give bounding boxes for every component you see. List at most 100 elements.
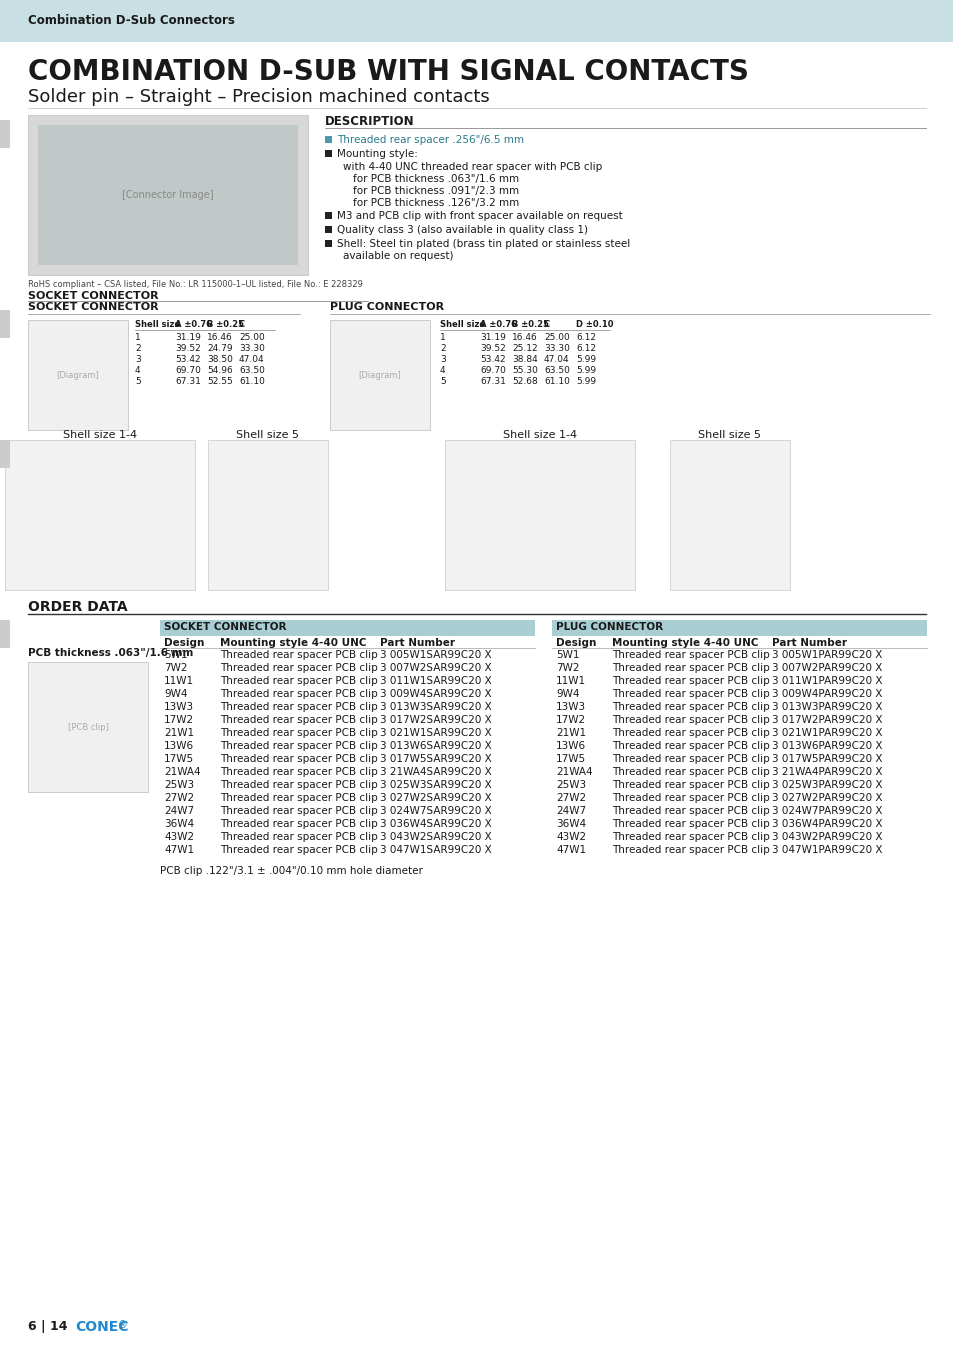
Text: 61.10: 61.10 bbox=[543, 377, 569, 386]
Text: 36W4: 36W4 bbox=[556, 819, 585, 829]
Bar bbox=[330, 320, 430, 431]
Text: 61.10: 61.10 bbox=[239, 377, 265, 386]
Bar bbox=[325, 150, 332, 157]
Text: 24W7: 24W7 bbox=[556, 806, 585, 815]
Text: 5.99: 5.99 bbox=[576, 377, 596, 386]
Text: RoHS compliant – CSA listed, File No.: LR 115000-1–UL listed, File No.: E 228329: RoHS compliant – CSA listed, File No.: L… bbox=[28, 279, 362, 289]
Text: Threaded rear spacer PCB clip: Threaded rear spacer PCB clip bbox=[612, 649, 769, 660]
Text: Shell size 5: Shell size 5 bbox=[236, 431, 299, 440]
Text: 7W2: 7W2 bbox=[556, 663, 578, 674]
Text: 3 024W7PAR99C20 X: 3 024W7PAR99C20 X bbox=[771, 806, 882, 815]
Bar bbox=[28, 662, 148, 792]
Bar bbox=[444, 440, 635, 590]
Text: Threaded rear spacer PCB clip: Threaded rear spacer PCB clip bbox=[220, 649, 377, 660]
Text: 3 025W3PAR99C20 X: 3 025W3PAR99C20 X bbox=[771, 780, 882, 790]
Bar bbox=[0, 310, 10, 338]
Text: C: C bbox=[239, 320, 245, 329]
Text: 3 011W1SAR99C20 X: 3 011W1SAR99C20 X bbox=[379, 676, 491, 686]
Text: available on request): available on request) bbox=[343, 251, 453, 261]
Text: 47W1: 47W1 bbox=[164, 845, 193, 855]
Bar bbox=[325, 136, 332, 143]
Text: 39.52: 39.52 bbox=[174, 344, 200, 352]
Text: 3 017W2SAR99C20 X: 3 017W2SAR99C20 X bbox=[379, 716, 491, 725]
Text: 3 005W1SAR99C20 X: 3 005W1SAR99C20 X bbox=[379, 649, 491, 660]
Text: 67.31: 67.31 bbox=[174, 377, 201, 386]
Text: 5W1: 5W1 bbox=[164, 649, 188, 660]
Text: 33.30: 33.30 bbox=[239, 344, 265, 352]
Text: 3 21WA4SAR99C20 X: 3 21WA4SAR99C20 X bbox=[379, 767, 491, 778]
Text: 3 013W3SAR99C20 X: 3 013W3SAR99C20 X bbox=[379, 702, 491, 711]
Text: 53.42: 53.42 bbox=[479, 355, 505, 364]
Text: 3 013W6PAR99C20 X: 3 013W6PAR99C20 X bbox=[771, 741, 882, 751]
Text: Threaded rear spacer PCB clip: Threaded rear spacer PCB clip bbox=[220, 716, 377, 725]
Text: DESCRIPTION: DESCRIPTION bbox=[325, 115, 415, 128]
Text: 4: 4 bbox=[135, 366, 140, 375]
Text: 2: 2 bbox=[135, 344, 140, 352]
Bar bbox=[28, 115, 308, 275]
Text: Threaded rear spacer PCB clip: Threaded rear spacer PCB clip bbox=[612, 767, 769, 778]
Text: ORDER DATA: ORDER DATA bbox=[28, 599, 128, 614]
Text: Threaded rear spacer PCB clip: Threaded rear spacer PCB clip bbox=[220, 663, 377, 674]
Text: 21W1: 21W1 bbox=[556, 728, 585, 738]
Text: PLUG CONNECTOR: PLUG CONNECTOR bbox=[556, 622, 662, 632]
Text: 3 036W4SAR99C20 X: 3 036W4SAR99C20 X bbox=[379, 819, 491, 829]
Text: ®: ® bbox=[118, 1320, 128, 1330]
Text: 2: 2 bbox=[439, 344, 445, 352]
Text: 63.50: 63.50 bbox=[543, 366, 569, 375]
Text: 36W4: 36W4 bbox=[164, 819, 193, 829]
Bar bbox=[38, 126, 297, 265]
Text: D ±0.10: D ±0.10 bbox=[576, 320, 613, 329]
Text: Threaded rear spacer PCB clip: Threaded rear spacer PCB clip bbox=[612, 792, 769, 803]
Text: 3 007W2SAR99C20 X: 3 007W2SAR99C20 X bbox=[379, 663, 491, 674]
Text: 21W1: 21W1 bbox=[164, 728, 193, 738]
Text: Threaded rear spacer PCB clip: Threaded rear spacer PCB clip bbox=[612, 819, 769, 829]
Text: 3: 3 bbox=[135, 355, 141, 364]
Text: Threaded rear spacer PCB clip: Threaded rear spacer PCB clip bbox=[220, 845, 377, 855]
Text: 3 047W1PAR99C20 X: 3 047W1PAR99C20 X bbox=[771, 845, 882, 855]
Text: B ±0.25: B ±0.25 bbox=[207, 320, 244, 329]
Text: 5: 5 bbox=[135, 377, 141, 386]
Text: 54.96: 54.96 bbox=[207, 366, 233, 375]
Text: [Diagram]: [Diagram] bbox=[56, 370, 99, 379]
Text: 6 | 14: 6 | 14 bbox=[28, 1320, 68, 1332]
Text: Part Number: Part Number bbox=[379, 639, 455, 648]
Text: Threaded rear spacer PCB clip: Threaded rear spacer PCB clip bbox=[612, 688, 769, 699]
Text: 3 009W4SAR99C20 X: 3 009W4SAR99C20 X bbox=[379, 688, 491, 699]
Text: 67.31: 67.31 bbox=[479, 377, 505, 386]
Text: 3 047W1SAR99C20 X: 3 047W1SAR99C20 X bbox=[379, 845, 491, 855]
Text: [PCB clip]: [PCB clip] bbox=[68, 722, 109, 732]
Bar bbox=[0, 620, 10, 648]
Text: 1: 1 bbox=[135, 333, 141, 342]
Text: Shell: Steel tin plated (brass tin plated or stainless steel: Shell: Steel tin plated (brass tin plate… bbox=[336, 239, 630, 248]
Text: Design: Design bbox=[556, 639, 596, 648]
Text: 3 027W2SAR99C20 X: 3 027W2SAR99C20 X bbox=[379, 792, 491, 803]
Text: 27W2: 27W2 bbox=[164, 792, 193, 803]
Text: 25W3: 25W3 bbox=[164, 780, 193, 790]
Text: 5: 5 bbox=[439, 377, 445, 386]
Text: 13W3: 13W3 bbox=[164, 702, 193, 711]
Text: Threaded rear spacer PCB clip: Threaded rear spacer PCB clip bbox=[612, 716, 769, 725]
Text: 52.68: 52.68 bbox=[512, 377, 537, 386]
Text: 21WA4: 21WA4 bbox=[164, 767, 200, 778]
Text: Threaded rear spacer PCB clip: Threaded rear spacer PCB clip bbox=[220, 676, 377, 686]
Text: 69.70: 69.70 bbox=[174, 366, 201, 375]
Text: 16.46: 16.46 bbox=[207, 333, 233, 342]
Text: 25.00: 25.00 bbox=[543, 333, 569, 342]
Text: Shell size 1-4: Shell size 1-4 bbox=[502, 431, 577, 440]
Text: Mounting style:: Mounting style: bbox=[336, 148, 417, 159]
Text: CONEC: CONEC bbox=[75, 1320, 129, 1334]
Text: 3 036W4PAR99C20 X: 3 036W4PAR99C20 X bbox=[771, 819, 882, 829]
Text: 17W5: 17W5 bbox=[164, 755, 193, 764]
Text: 33.30: 33.30 bbox=[543, 344, 569, 352]
Text: 3 011W1PAR99C20 X: 3 011W1PAR99C20 X bbox=[771, 676, 882, 686]
Text: 47.04: 47.04 bbox=[543, 355, 569, 364]
Text: 25W3: 25W3 bbox=[556, 780, 585, 790]
Text: M3 and PCB clip with front spacer available on request: M3 and PCB clip with front spacer availa… bbox=[336, 211, 622, 221]
Text: Shell size: Shell size bbox=[439, 320, 485, 329]
Text: 17W2: 17W2 bbox=[164, 716, 193, 725]
Text: PLUG CONNECTOR: PLUG CONNECTOR bbox=[330, 302, 444, 312]
Text: 47W1: 47W1 bbox=[556, 845, 585, 855]
Text: SOCKET CONNECTOR: SOCKET CONNECTOR bbox=[28, 292, 158, 301]
Text: 4: 4 bbox=[439, 366, 445, 375]
Text: PCB clip .122"/3.1 ± .004"/0.10 mm hole diameter: PCB clip .122"/3.1 ± .004"/0.10 mm hole … bbox=[160, 865, 422, 876]
